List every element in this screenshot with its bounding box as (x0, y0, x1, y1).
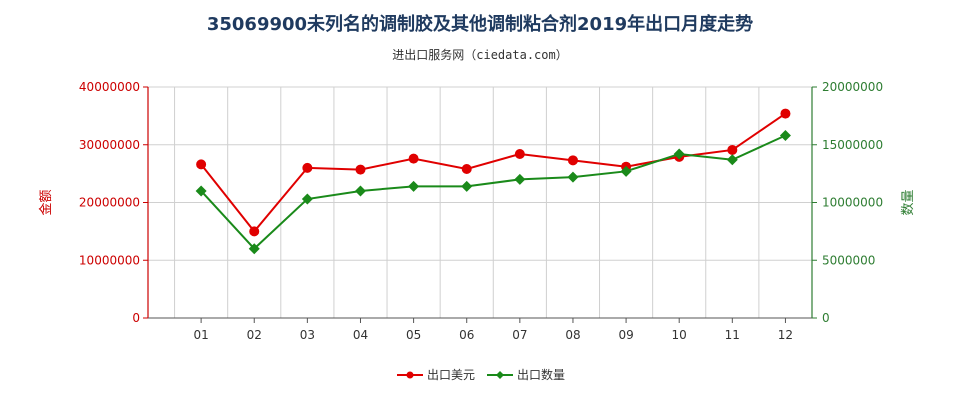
data-point-amount (727, 144, 738, 155)
data-point-quantity (195, 185, 207, 197)
data-point-amount (249, 226, 260, 237)
axes-layer: 0 10000000 20000000 30000000 40000000 0 500000… (79, 80, 883, 342)
data-point-quantity (354, 185, 366, 197)
y-right-tick-label: 20000000 (822, 80, 883, 94)
legend-marker-quantity (496, 371, 504, 379)
x-tick-label: 09 (618, 328, 633, 342)
data-point-amount (514, 148, 525, 159)
chart-title: 35069900未列名的调制胶及其他调制粘合剂2019年出口月度走势 (206, 14, 754, 35)
y-right-tick-label: 15000000 (822, 138, 883, 152)
legend-marker-amount (406, 371, 414, 379)
y-left-tick-label: 0 (132, 311, 140, 325)
y-left-tick-label: 20000000 (79, 196, 140, 210)
data-point-amount (355, 164, 366, 175)
y-axis-left-label: 金额 (38, 189, 54, 215)
y-left-tick-label: 30000000 (79, 138, 140, 152)
y-left-tick-label: 10000000 (79, 253, 140, 267)
y-left-tick-label: 40000000 (79, 80, 140, 94)
legend-label-amount: 出口美元 (427, 368, 475, 382)
x-tick-label: 08 (565, 328, 580, 342)
data-point-quantity (514, 173, 526, 185)
x-tick-label: 03 (300, 328, 315, 342)
data-point-quantity (408, 180, 420, 192)
data-point-quantity (779, 130, 791, 142)
series-line-quantity (200, 134, 786, 251)
data-point-amount (461, 164, 472, 175)
data-point-quantity (620, 165, 632, 177)
data-point-quantity (248, 243, 260, 255)
y-right-tick-label: 10000000 (822, 196, 883, 210)
data-point-amount (302, 162, 313, 173)
x-tick-label: 12 (778, 328, 793, 342)
legend-label-quantity: 出口数量 (517, 367, 565, 382)
data-point-quantity (461, 180, 473, 192)
data-point-amount (780, 108, 791, 119)
chart-subtitle: 进出口服务网（ciedata.com） (392, 48, 568, 62)
data-point-quantity (301, 193, 313, 205)
grid-layer (148, 86, 813, 319)
data-point-amount (408, 153, 419, 164)
x-tick-label: 11 (725, 328, 740, 342)
y-right-tick-label: 0 (822, 311, 830, 325)
x-tick-label: 02 (247, 328, 262, 342)
x-tick-label: 07 (512, 328, 527, 342)
x-tick-label: 06 (459, 328, 474, 342)
data-point-quantity (726, 154, 738, 166)
legend: 出口美元 出口数量 (397, 367, 565, 382)
x-tick-label: 10 (672, 328, 687, 342)
y-axis-right-label: 数量 (901, 189, 916, 215)
y-right-tick-label: 5000000 (822, 253, 875, 267)
data-point-quantity (673, 148, 685, 160)
x-tick-label: 05 (406, 328, 421, 342)
data-point-quantity (567, 171, 579, 183)
data-point-amount (567, 155, 578, 166)
data-point-amount (196, 159, 207, 170)
series-layer (195, 108, 791, 255)
x-tick-label: 04 (353, 328, 368, 342)
x-tick-label: 01 (193, 328, 208, 342)
